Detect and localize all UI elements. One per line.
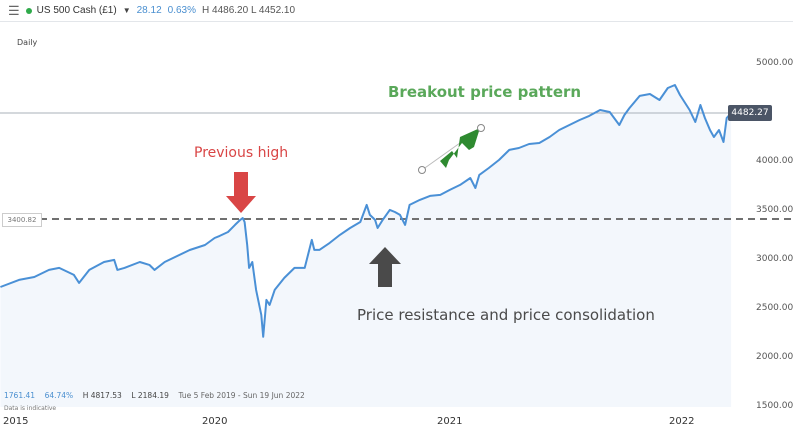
stats-date-range: Tue 5 Feb 2019 - Sun 19 Jun 2022	[178, 391, 305, 400]
range-stats: 1761.41 64.74% H 4817.53 L 2184.19 Tue 5…	[4, 391, 305, 400]
resistance-level-badge: 3400.82	[2, 213, 42, 227]
price-change: 28.12	[136, 5, 162, 16]
arrow-up-right-green-icon	[440, 128, 480, 168]
chevron-down-icon[interactable]: ▼	[122, 6, 131, 15]
y-tick-label: 1500.00	[756, 401, 793, 411]
y-tick-label: 3000.00	[756, 254, 793, 264]
previous-high-label: Previous high	[194, 145, 289, 161]
x-tick-label: 2020	[202, 416, 228, 427]
price-line	[0, 84, 732, 338]
y-tick-label: 4000.00	[756, 156, 793, 166]
market-status-dot	[25, 7, 32, 14]
x-tick-label: 2015	[3, 416, 29, 427]
trend-line-handle[interactable]	[477, 124, 485, 132]
instrument-header: ☰ US 500 Cash (£1) ▼ 28.12 0.63% H 4486.…	[0, 0, 793, 22]
x-tick-label: 2022	[669, 416, 695, 427]
stats-low: L 2184.19	[131, 391, 169, 400]
hamburger-icon[interactable]: ☰	[8, 2, 20, 18]
stats-change-pct: 64.74%	[44, 391, 74, 400]
arrow-up-dark-icon	[369, 247, 401, 287]
y-tick-label: 2000.00	[756, 352, 793, 362]
timeframe-label[interactable]: Daily	[17, 38, 38, 47]
price-change-pct: 0.63%	[167, 5, 197, 16]
stats-change: 1761.41	[4, 391, 36, 400]
trend-line-handle[interactable]	[418, 166, 426, 174]
current-price-badge: 4482.27	[728, 105, 772, 121]
data-disclaimer: Data is indicative	[4, 405, 57, 412]
y-tick-label: 2500.00	[756, 303, 793, 313]
high-low: H 4486.20 L 4452.10	[202, 5, 296, 16]
stats-high: H 4817.53	[82, 391, 122, 400]
y-tick-label: 3500.00	[756, 205, 793, 215]
arrow-down-red-icon	[226, 172, 256, 213]
x-tick-label: 2021	[437, 416, 463, 427]
instrument-name[interactable]: US 500 Cash (£1)	[36, 5, 117, 16]
resistance-consolidation-label: Price resistance and price consolidation	[357, 306, 655, 324]
breakout-label: Breakout price pattern	[388, 83, 582, 101]
y-tick-label: 5000.00	[756, 58, 793, 68]
price-area-fill	[0, 85, 732, 407]
